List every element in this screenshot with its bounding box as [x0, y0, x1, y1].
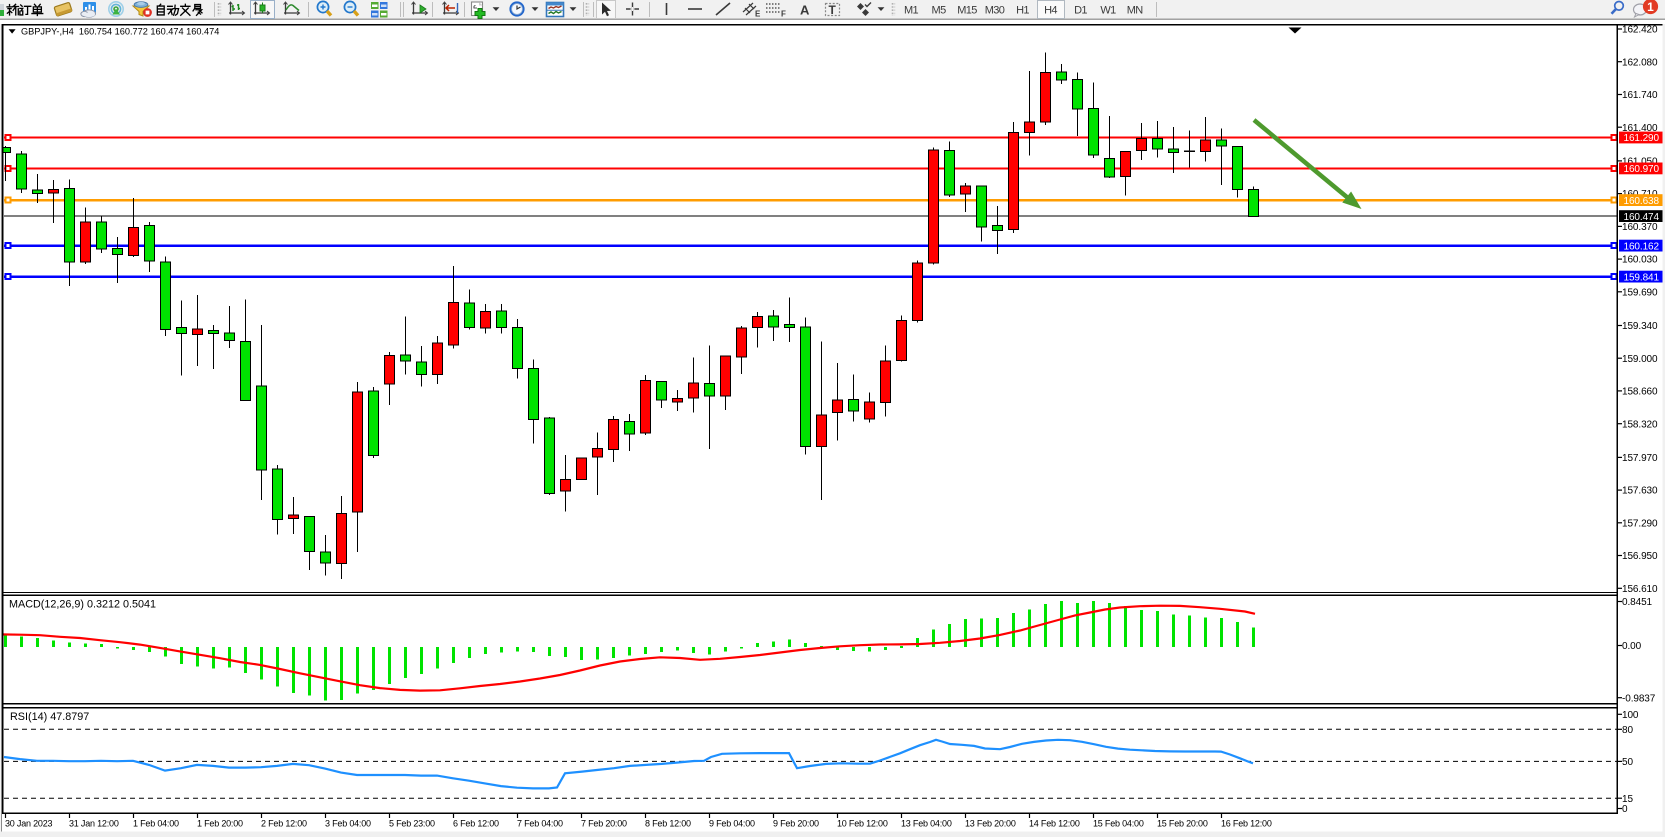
svg-text:A: A	[800, 3, 810, 18]
svg-text:50: 50	[1622, 757, 1633, 768]
svg-text:80: 80	[1622, 725, 1633, 736]
svg-text:15: 15	[1622, 794, 1633, 805]
svg-text:157.290: 157.290	[1622, 518, 1658, 529]
svg-text:9 Feb 20:00: 9 Feb 20:00	[773, 819, 819, 829]
svg-text:161.290: 161.290	[1624, 133, 1660, 144]
svg-text:157.630: 157.630	[1622, 486, 1658, 497]
svg-text:H1: H1	[1016, 5, 1029, 17]
svg-text:D1: D1	[1074, 5, 1087, 17]
svg-text:159.000: 159.000	[1622, 354, 1658, 365]
svg-text:W1: W1	[1100, 5, 1116, 17]
svg-text:10 Feb 12:00: 10 Feb 12:00	[837, 819, 888, 829]
svg-text:16 Feb 12:00: 16 Feb 12:00	[1221, 819, 1272, 829]
svg-text:1 Feb 04:00: 1 Feb 04:00	[133, 819, 179, 829]
svg-text:MN: MN	[1127, 5, 1144, 17]
svg-text:M5: M5	[932, 5, 947, 17]
svg-text:M30: M30	[985, 5, 1005, 17]
svg-text:158.660: 158.660	[1622, 387, 1658, 398]
svg-text:E: E	[755, 10, 761, 19]
svg-text:156.610: 156.610	[1622, 584, 1658, 595]
svg-text:13 Feb 04:00: 13 Feb 04:00	[901, 819, 952, 829]
svg-text:159.690: 159.690	[1622, 287, 1658, 298]
svg-text:0.8451: 0.8451	[1622, 597, 1653, 608]
svg-text:157.970: 157.970	[1622, 453, 1658, 464]
svg-text:161.050: 161.050	[1622, 157, 1658, 168]
svg-text:8 Feb 12:00: 8 Feb 12:00	[645, 819, 691, 829]
svg-text:7 Feb 04:00: 7 Feb 04:00	[517, 819, 563, 829]
svg-text:9 Feb 04:00: 9 Feb 04:00	[709, 819, 755, 829]
svg-text:100: 100	[1622, 710, 1639, 721]
svg-text:T: T	[829, 3, 837, 17]
svg-text:0.00: 0.00	[1622, 641, 1642, 652]
svg-text:2 Feb 12:00: 2 Feb 12:00	[261, 819, 307, 829]
svg-text:15 Feb 04:00: 15 Feb 04:00	[1093, 819, 1144, 829]
svg-text:30 Jan 2023: 30 Jan 2023	[5, 819, 53, 829]
svg-text:156.950: 156.950	[1622, 551, 1658, 562]
svg-text:GBPJPY-,H4 160.754 160.772 16: GBPJPY-,H4 160.754 160.772 160.474 160.4…	[21, 26, 219, 36]
svg-text:161.740: 161.740	[1622, 90, 1658, 101]
svg-text:160.370: 160.370	[1622, 222, 1658, 233]
svg-text:160.162: 160.162	[1624, 241, 1660, 252]
svg-text:-0.9837: -0.9837	[1622, 693, 1656, 704]
svg-text:160.030: 160.030	[1622, 255, 1658, 266]
svg-text:M1: M1	[904, 5, 919, 17]
svg-text:1 Feb 20:00: 1 Feb 20:00	[197, 819, 243, 829]
svg-text:1: 1	[1647, 0, 1654, 14]
svg-text:159.841: 159.841	[1624, 272, 1660, 283]
svg-text:14 Feb 12:00: 14 Feb 12:00	[1029, 819, 1080, 829]
svg-text:7 Feb 20:00: 7 Feb 20:00	[581, 819, 627, 829]
svg-text:31 Jan 12:00: 31 Jan 12:00	[69, 819, 119, 829]
svg-text:161.400: 161.400	[1622, 123, 1658, 134]
svg-text:162.080: 162.080	[1622, 57, 1658, 68]
svg-text:MACD(12,26,9) 0.3212 0.5041: MACD(12,26,9) 0.3212 0.5041	[9, 598, 156, 610]
svg-text:160.970: 160.970	[1624, 164, 1660, 175]
svg-text:158.320: 158.320	[1622, 419, 1658, 430]
svg-text:3 Feb 04:00: 3 Feb 04:00	[325, 819, 371, 829]
svg-text:0: 0	[1622, 804, 1628, 815]
svg-text:F: F	[781, 10, 786, 19]
svg-text:160.638: 160.638	[1624, 196, 1660, 207]
svg-text:15 Feb 20:00: 15 Feb 20:00	[1157, 819, 1208, 829]
svg-text:160.474: 160.474	[1624, 212, 1660, 223]
svg-text:5 Feb 23:00: 5 Feb 23:00	[389, 819, 435, 829]
svg-text:6 Feb 12:00: 6 Feb 12:00	[453, 819, 499, 829]
svg-text:H4: H4	[1044, 5, 1057, 17]
svg-text:162.420: 162.420	[1622, 25, 1658, 36]
svg-text:RSI(14) 47.8797: RSI(14) 47.8797	[10, 711, 89, 723]
svg-text:13 Feb 20:00: 13 Feb 20:00	[965, 819, 1016, 829]
svg-text:M15: M15	[957, 5, 977, 17]
svg-text:159.340: 159.340	[1622, 321, 1658, 332]
